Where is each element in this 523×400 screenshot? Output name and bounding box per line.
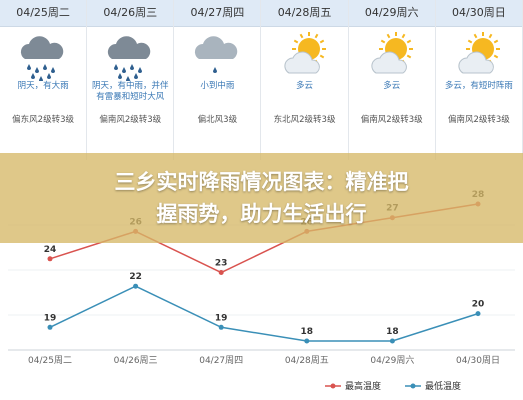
rain-drop [47, 73, 52, 79]
data-label: 20 [472, 300, 485, 310]
forecast-date: 04/25周二 [0, 0, 87, 27]
rain-drop [39, 76, 44, 81]
cloud [283, 51, 320, 74]
sun-ray [493, 39, 499, 44]
point [304, 338, 310, 344]
weather-icon [283, 32, 326, 74]
forecast-date: 04/26周三 [87, 0, 174, 27]
forecast-weather: 阴天，有大雨 [17, 81, 69, 91]
weather-icon [195, 36, 238, 73]
forecast-weather: 小到中雨 [200, 81, 235, 91]
rain-drop [213, 67, 218, 73]
line [49, 285, 479, 342]
forecast-weather: 多云 [383, 81, 401, 91]
rain-drop [114, 64, 119, 70]
rain-drop [134, 73, 139, 79]
weather-icon [20, 36, 64, 81]
cloud [371, 51, 407, 74]
weather-icon [108, 36, 151, 81]
rain-drop [126, 76, 131, 81]
rain-drop [118, 73, 123, 79]
x-tick-label: 04/28周五 [285, 355, 329, 366]
forecast-date: 04/28周五 [261, 0, 348, 27]
data-label: 18 [386, 327, 399, 337]
point [47, 256, 53, 262]
forecast-wind: 偏南风2级转3级 [360, 115, 423, 125]
x-tick-label: 04/30周日 [456, 355, 500, 366]
cloud [195, 36, 238, 59]
legend-label: 最低温度 [425, 380, 461, 392]
banner: 三乡实时降雨情况图表：精准把握雨势，助力生活出行 [0, 153, 523, 243]
rain-drop [122, 67, 127, 73]
data-label: 19 [215, 313, 228, 323]
sun-ray [473, 33, 478, 39]
banner-title: 三乡实时降雨情况图表：精准把握雨势，助力生活出行 [114, 170, 409, 226]
sun-ray [467, 39, 473, 44]
rain-drop [130, 64, 135, 70]
point [475, 311, 481, 317]
legend-label: 最高温度 [345, 380, 381, 392]
data-label: 23 [215, 259, 228, 269]
sun-ray [380, 39, 385, 44]
forecast-wind: 偏南风2级转3级 [99, 115, 162, 125]
forecast-column: 04/29周六多云偏南风2级转3级 [348, 0, 436, 160]
rain-drop [31, 73, 36, 79]
forecast-column: 04/26周三阴天，有中雨，并伴有雷暴和短时大风偏南风2级转3级 [87, 0, 175, 160]
point [218, 270, 224, 275]
point [133, 283, 139, 289]
cloud [20, 36, 64, 59]
sun-ray [401, 33, 406, 39]
point [389, 338, 395, 344]
point [218, 324, 224, 330]
forecast-wind: 偏南风2级转3级 [447, 115, 510, 125]
sun-ray [493, 54, 499, 59]
forecast-wind: 东北风2级转3级 [273, 115, 336, 125]
sun-ray [299, 33, 303, 39]
forecast-weather: 多云，有短时阵雨 [444, 81, 513, 91]
forecast-column: 04/27周四小到中雨偏北风3级 [174, 0, 262, 160]
data-label: 19 [44, 313, 57, 323]
x-tick-label: 04/27周四 [199, 355, 243, 366]
x-tick-label: 04/26周三 [114, 355, 158, 366]
sun-ray [386, 33, 391, 39]
rain-drop [51, 67, 56, 73]
sun-ray [314, 33, 318, 39]
rain-drop [27, 64, 32, 70]
sun-ray [319, 39, 324, 44]
legend-marker [410, 383, 416, 389]
forecast-date: 04/29周六 [348, 0, 435, 27]
forecast-wind: 偏北风3级 [197, 115, 238, 125]
sun-ray [406, 39, 411, 44]
weather-icon [371, 32, 413, 74]
forecast-column: 04/30周日多云，有短时阵雨 偏南风2级转3级 [435, 0, 523, 160]
rain-drop [138, 67, 143, 73]
cloud [108, 36, 151, 59]
weather-icon [458, 32, 500, 74]
x-tick-label: 04/29周六 [370, 354, 414, 366]
forecast-weather: 多云 [296, 81, 314, 91]
forecast-column: 04/28周五多云东北风2级转3级 [261, 0, 349, 160]
sun-ray [293, 39, 298, 44]
point [47, 324, 53, 330]
forecast-date: 04/30周日 [435, 0, 522, 27]
x-tick-label: 04/25周二 [28, 355, 72, 366]
sun-ray [488, 33, 493, 39]
data-label: 24 [44, 245, 57, 255]
forecast-column: 04/25周二阴天，有大雨 偏东风2级转3级 [0, 0, 88, 160]
rain-drop [43, 64, 48, 70]
rain-drop [35, 67, 40, 73]
data-label: 18 [301, 327, 314, 337]
forecast-weather: 阴天，有中雨，并伴有雷暴和短时大风 [91, 81, 169, 102]
data-label: 22 [129, 272, 142, 282]
forecast-date: 04/27周四 [174, 0, 261, 27]
forecast-columns: 04/25周二 阴天，有大雨 偏东风2级转3级 04/26周三 阴天，有中雨，并伴有雷暴… [0, 0, 523, 160]
forecast-wind: 偏东风2级转3级 [12, 115, 74, 125]
cloud [458, 51, 494, 74]
sun-ray [406, 54, 411, 59]
sun-ray [319, 54, 324, 59]
legend-marker [330, 383, 336, 389]
